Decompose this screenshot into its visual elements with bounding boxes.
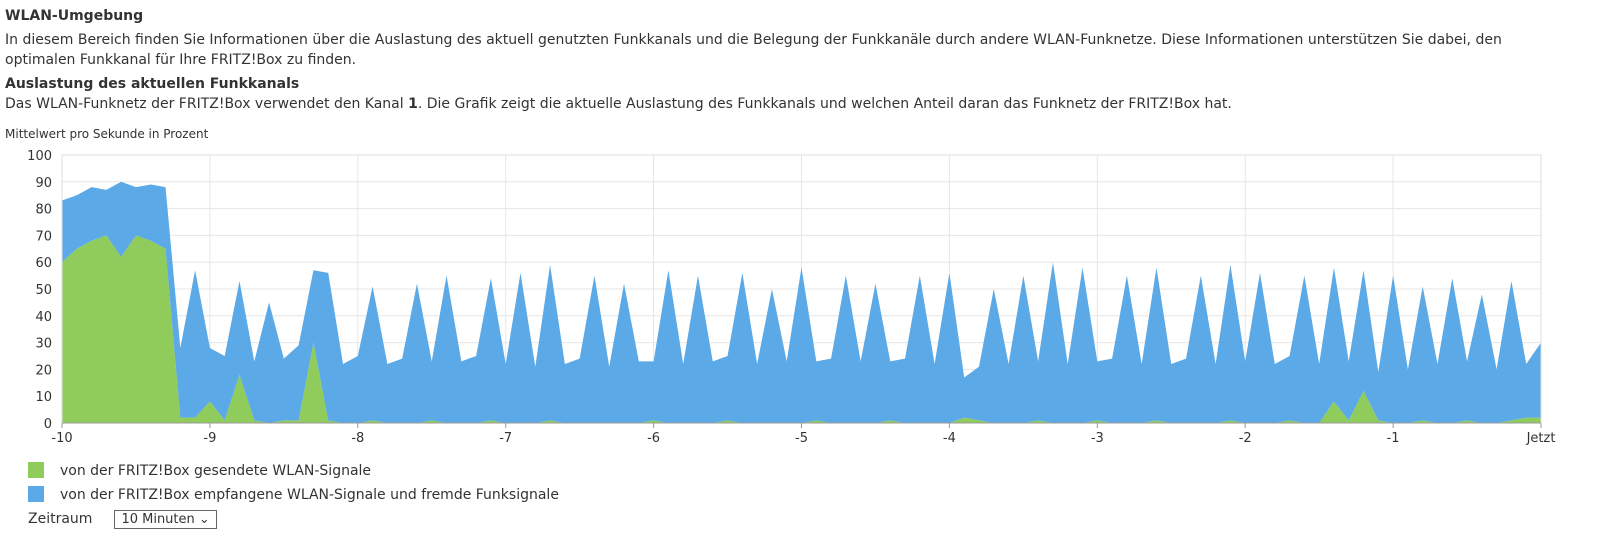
text-block: WLAN-Umgebung In diesem Bereich finden S… xyxy=(5,6,1575,114)
chart: Mittelwert pro Sekunde in Prozent 0 10 20 3… xyxy=(5,127,1556,446)
legend-label: von der FRITZ!Box gesendete WLAN-Signale xyxy=(60,463,372,479)
y-tick-label: 50 xyxy=(35,283,52,298)
intro: In diesem Bereich finden Sie Information… xyxy=(5,32,1502,68)
period: Zeitraum 10 Minuten ⌄ xyxy=(28,510,217,529)
y-tick-label: 90 xyxy=(35,176,52,191)
area xyxy=(62,181,1541,423)
area xyxy=(62,235,1541,423)
channel: 1 xyxy=(408,96,418,112)
text: Das WLAN-Funknetz der FRITZ!Box verwende… xyxy=(5,96,409,112)
x-tick-label: -1 xyxy=(1387,431,1400,446)
x-tick-label: -3 xyxy=(1091,431,1104,446)
legend-item: von der FRITZ!Box empfangene WLAN-Signal… xyxy=(28,486,559,503)
x-tick-label: Jetzt xyxy=(1526,431,1556,446)
x-tick-label: -10 xyxy=(51,431,72,446)
y-tick-label: 30 xyxy=(35,337,52,352)
y-tick-label: 60 xyxy=(35,256,52,271)
x-tick-label: -6 xyxy=(647,431,660,446)
section-title: Auslastung des aktuellen Funkkanals xyxy=(5,76,300,92)
legend-swatch xyxy=(28,462,44,478)
x-tick-label: -5 xyxy=(795,431,808,446)
y-axis-label: Mittelwert pro Sekunde in Prozent xyxy=(5,127,209,141)
legend-label: von der FRITZ!Box empfangene WLAN-Signal… xyxy=(60,487,559,503)
section-text: Das WLAN-Funknetz der FRITZ!Box verwende… xyxy=(5,94,1575,114)
x-tick-label: -2 xyxy=(1239,431,1252,446)
legend-item: von der FRITZ!Box gesendete WLAN-Signale xyxy=(28,462,371,479)
page-title: WLAN-Umgebung xyxy=(5,8,144,24)
y-tick-label: 70 xyxy=(35,229,52,244)
legend-swatch xyxy=(28,486,44,502)
x-tick-label: -7 xyxy=(499,431,512,446)
y-tick-label: 100 xyxy=(27,149,52,164)
text: . Die Grafik zeigt die aktuelle Auslastu… xyxy=(417,96,1232,112)
y-tick-label: 40 xyxy=(35,310,52,325)
y-tick-label: 10 xyxy=(35,390,52,405)
x-tick-label: -9 xyxy=(203,431,216,446)
x-tick-label: -8 xyxy=(351,431,364,446)
y-tick-label: 80 xyxy=(35,203,52,218)
y-tick-label: 0 xyxy=(44,417,52,432)
period-value: 10 Minuten xyxy=(121,512,195,527)
y-tick-label: 20 xyxy=(35,363,52,378)
x-tick-label: -4 xyxy=(943,431,956,446)
period-label: Zeitraum xyxy=(28,511,93,527)
period-select[interactable]: 10 Minuten ⌄ xyxy=(114,510,217,529)
